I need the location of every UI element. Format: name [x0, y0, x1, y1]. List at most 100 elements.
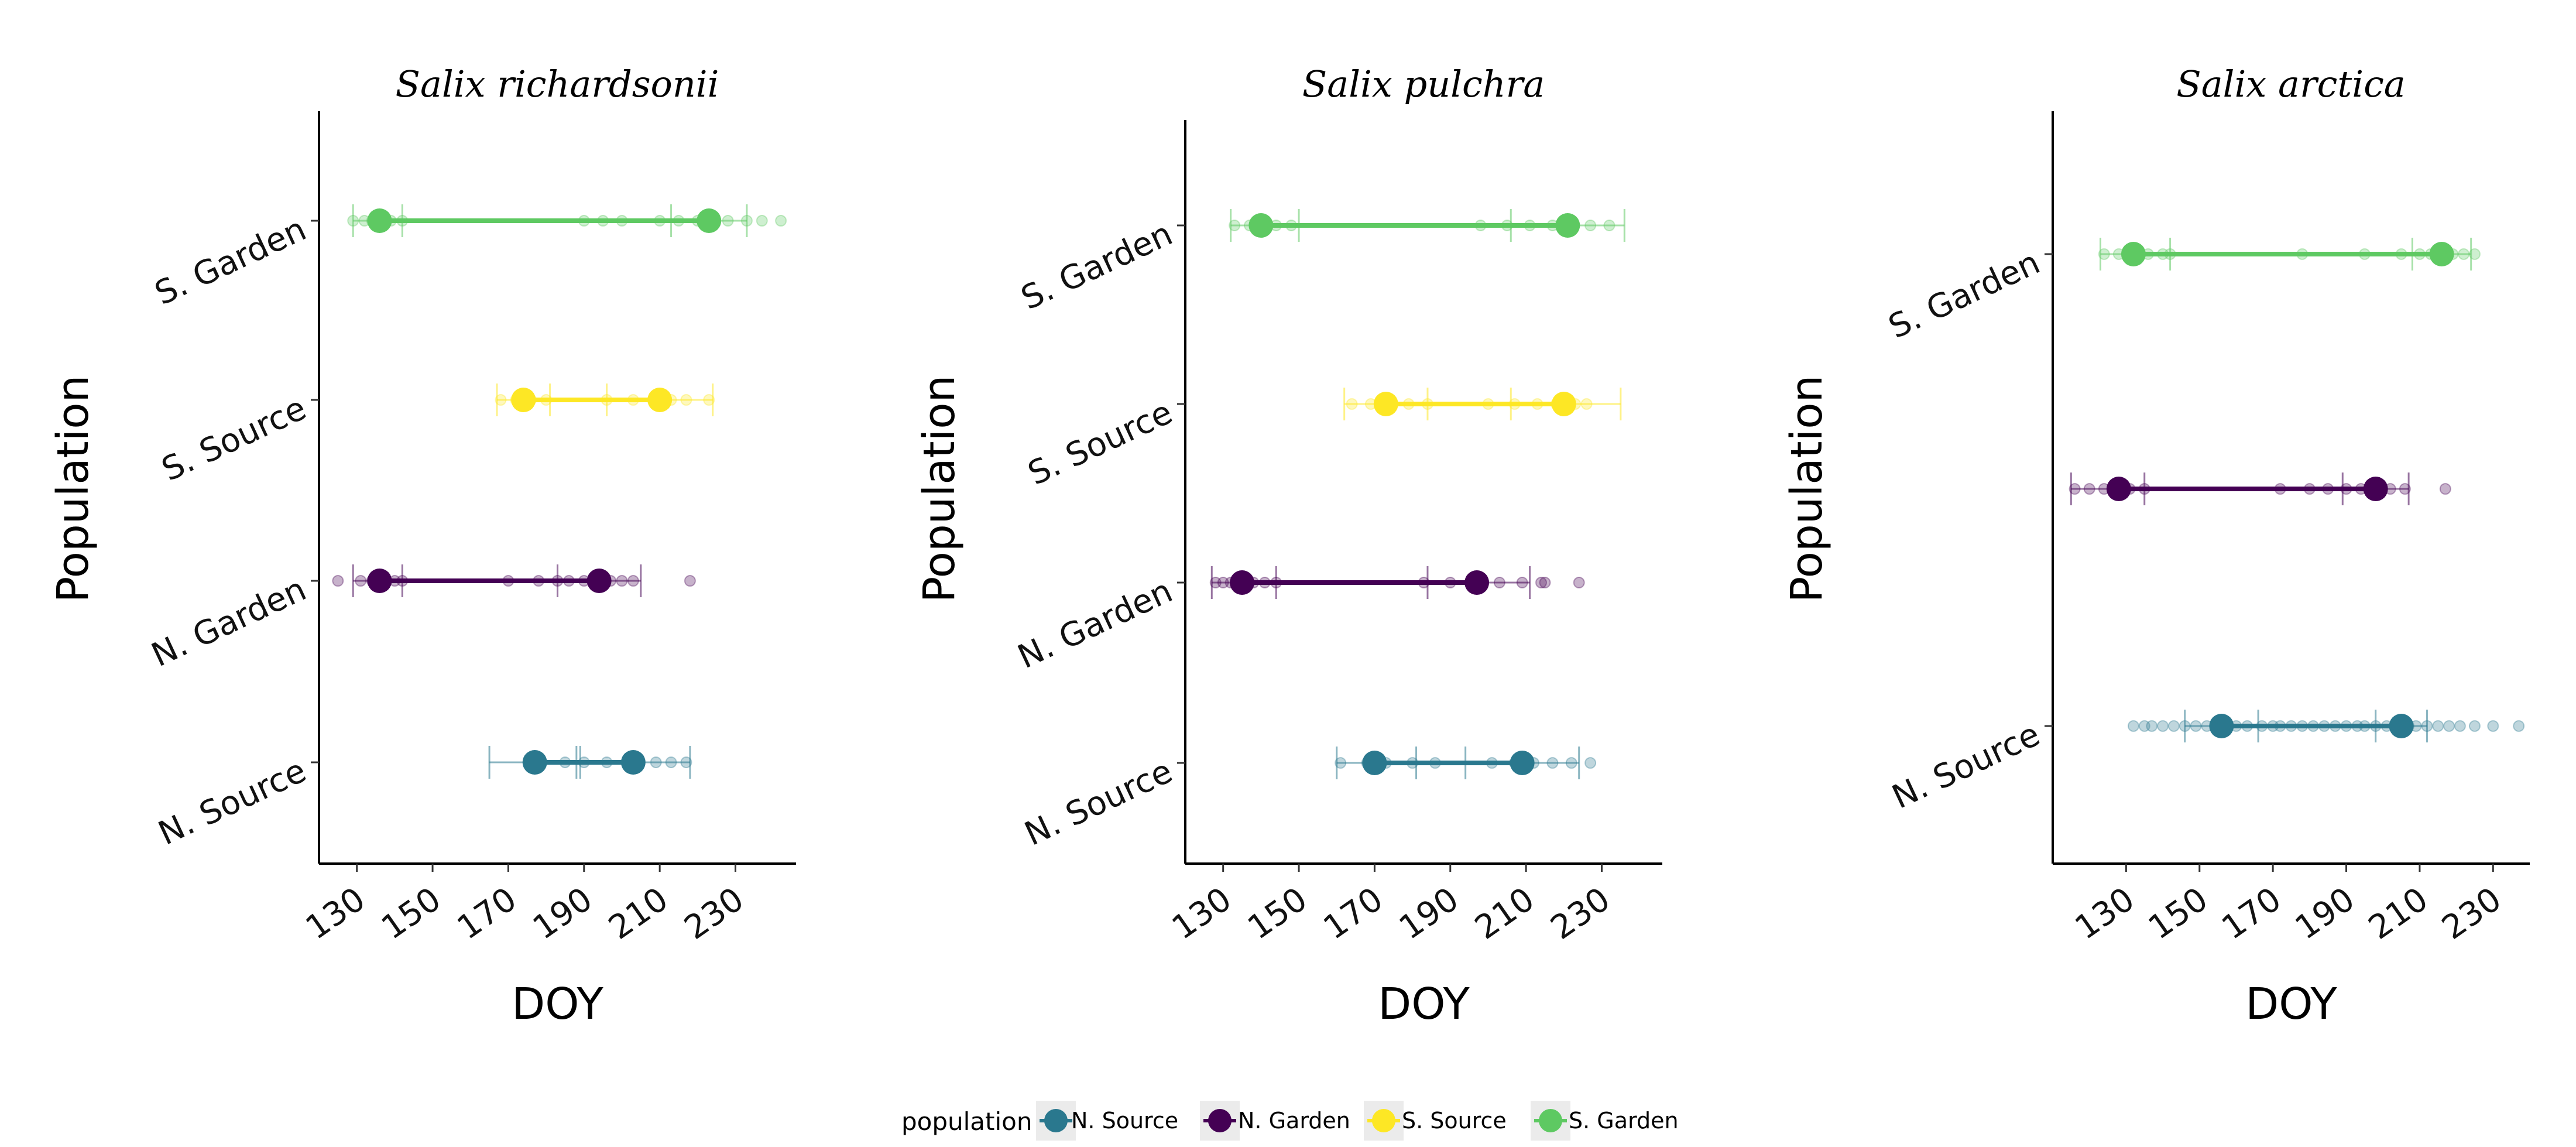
data-point	[332, 575, 344, 587]
legend-key-dot	[1372, 1109, 1395, 1132]
panel-salix-richardsonii: Salix richardsonii 130 150 170 190 210 230 DOY P…	[48, 63, 796, 1029]
data-point	[2487, 720, 2499, 732]
series-n-garden	[332, 564, 696, 597]
y-axis-title: Population	[1782, 375, 1832, 603]
y-axis-title: Population	[914, 375, 965, 603]
x-tick-label: 130	[299, 880, 372, 947]
x-tick-label: 230	[678, 880, 751, 947]
y-tick-label-n-garden: N. Garden	[1012, 572, 1178, 676]
series-s-garden	[1229, 209, 1625, 242]
end-marker	[647, 388, 673, 412]
data-point	[2138, 720, 2150, 732]
data-point	[2439, 483, 2451, 495]
data-point	[2167, 720, 2180, 732]
legend-label: S. Source	[1402, 1108, 1507, 1134]
x-tick-label: 150	[1241, 880, 1314, 947]
y-tick-label-n-garden: N. Garden	[146, 570, 312, 674]
x-tick-label: 170	[451, 880, 524, 947]
start-marker	[367, 569, 392, 593]
data-point	[2513, 720, 2525, 732]
start-marker	[2209, 714, 2234, 738]
data-point	[2432, 720, 2444, 732]
y-tick-label-s-garden: S. Garden	[1016, 215, 1178, 318]
end-marker	[1510, 751, 1535, 775]
end-marker	[2363, 477, 2388, 501]
x-tick-label: 190	[2289, 880, 2362, 947]
legend-title: population	[901, 1107, 1033, 1136]
x-tick-label: 190	[526, 880, 599, 947]
series-n-source	[2127, 710, 2525, 742]
panel-title: Salix arctica	[2176, 63, 2406, 105]
y-tick-label-s-garden: S. Garden	[1883, 244, 2046, 347]
x-tick-label: 230	[2435, 880, 2508, 947]
data-point	[2157, 720, 2169, 732]
start-marker	[1230, 570, 1255, 595]
series-n-source	[1335, 747, 1597, 779]
panel-salix-arctica: Salix arctica 130 150 170 190 210 230 DOY Popula…	[1782, 63, 2530, 1029]
start-marker	[522, 750, 547, 775]
end-marker	[2429, 242, 2454, 266]
data-point	[1573, 577, 1585, 588]
data-point	[1539, 577, 1551, 588]
x-tick-label: 170	[1317, 880, 1390, 947]
legend-item-s-garden: S. Garden	[1531, 1101, 1679, 1141]
series-n-source	[488, 746, 692, 779]
data-point	[756, 215, 768, 227]
series-n-garden	[1209, 566, 1585, 599]
y-tick-label-n-source: N. Source	[153, 752, 312, 853]
data-point	[684, 575, 696, 587]
end-marker	[2389, 714, 2414, 738]
legend-label: N. Source	[1071, 1108, 1178, 1134]
end-marker	[586, 569, 612, 593]
start-marker	[1362, 751, 1387, 775]
legend-item-n-garden: N. Garden	[1200, 1101, 1350, 1141]
data-point	[2443, 720, 2455, 732]
x-tick-label: 130	[1165, 880, 1239, 947]
x-tick-label: 210	[2362, 880, 2435, 947]
end-marker	[1464, 570, 1490, 595]
end-marker	[697, 208, 722, 233]
x-tick-label: 230	[1544, 880, 1617, 947]
x-axis-title: DOY	[512, 979, 603, 1029]
legend-label: S. Garden	[1569, 1108, 1679, 1134]
panel-title: Salix pulchra	[1302, 63, 1545, 105]
series-n-garden	[2069, 473, 2451, 505]
x-axis-title: DOY	[1378, 979, 1470, 1029]
x-tick-label: 150	[375, 880, 448, 947]
data-point	[1584, 757, 1597, 769]
series-s-garden	[2098, 238, 2481, 271]
y-tick-label-n-source: N. Source	[1886, 715, 2046, 817]
x-tick-label: 130	[2069, 880, 2142, 947]
data-point	[2146, 720, 2158, 732]
panel-salix-pulchra: Salix pulchra 130 150 170 190 210 230 DOY Popula…	[914, 63, 1662, 1029]
legend-key-dot	[1539, 1109, 1562, 1132]
start-marker	[367, 208, 392, 233]
end-marker	[620, 750, 646, 775]
data-point	[2468, 720, 2481, 732]
data-point	[1535, 577, 1548, 588]
legend-item-n-source: N. Source	[1036, 1101, 1178, 1141]
end-marker	[1551, 392, 1576, 416]
start-marker	[2121, 242, 2146, 266]
x-tick-label: 210	[602, 880, 675, 947]
start-marker	[1373, 392, 1398, 416]
end-marker	[1555, 213, 1580, 238]
legend-key-dot	[1044, 1109, 1068, 1132]
data-point	[775, 215, 787, 227]
series-s-garden	[347, 204, 787, 237]
start-marker	[2106, 477, 2131, 501]
data-point	[2127, 720, 2139, 732]
y-tick-label-s-source: S. Source	[1023, 393, 1178, 493]
y-tick-label-s-garden: S. Garden	[149, 210, 312, 313]
x-axis-title: DOY	[2245, 979, 2337, 1029]
legend-item-s-source: S. Source	[1364, 1101, 1507, 1141]
data-point	[2454, 720, 2466, 732]
legend-label: N. Garden	[1238, 1108, 1350, 1134]
panel-title: Salix richardsonii	[396, 63, 719, 105]
x-tick-label: 170	[2215, 880, 2288, 947]
legend: population N. Source N. Garden S. Source S. …	[887, 1089, 1706, 1147]
series-s-source	[1343, 388, 1622, 420]
y-axis-title: Population	[48, 375, 98, 603]
